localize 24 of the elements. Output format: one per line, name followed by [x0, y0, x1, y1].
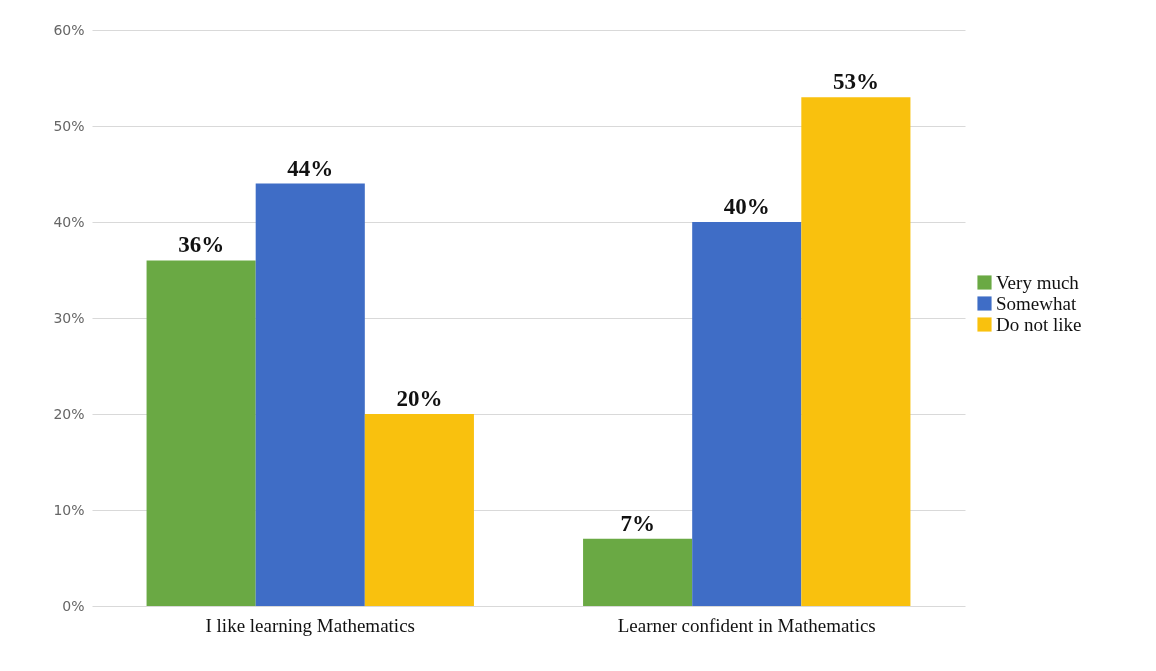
bar — [692, 222, 802, 606]
y-tick-label: 0% — [62, 597, 85, 614]
data-label: 20% — [396, 386, 443, 411]
x-tick-label: I like learning Mathematics — [205, 614, 415, 636]
y-tick-label: 30% — [53, 309, 85, 326]
data-label: 36% — [178, 232, 225, 258]
data-label: 44% — [287, 155, 334, 181]
data-label: 40% — [723, 194, 770, 219]
data-label: 7% — [620, 510, 655, 536]
y-tick-label: 40% — [53, 213, 85, 230]
legend-label: Somewhat — [996, 292, 1077, 314]
bar — [364, 414, 474, 606]
bar — [801, 97, 911, 606]
y-tick-label: 60% — [53, 21, 85, 38]
y-tick-label: 50% — [53, 117, 85, 134]
legend-label: Do not like — [996, 313, 1082, 335]
data-label: 53% — [832, 69, 879, 95]
legend-label: Very much — [996, 271, 1080, 293]
bar — [146, 260, 256, 606]
bar — [583, 538, 693, 606]
bar — [255, 183, 365, 606]
y-tick-label: 20% — [53, 405, 85, 422]
x-tick-label: Learner confident in Mathematics — [617, 614, 876, 636]
y-tick-label: 10% — [53, 501, 85, 518]
